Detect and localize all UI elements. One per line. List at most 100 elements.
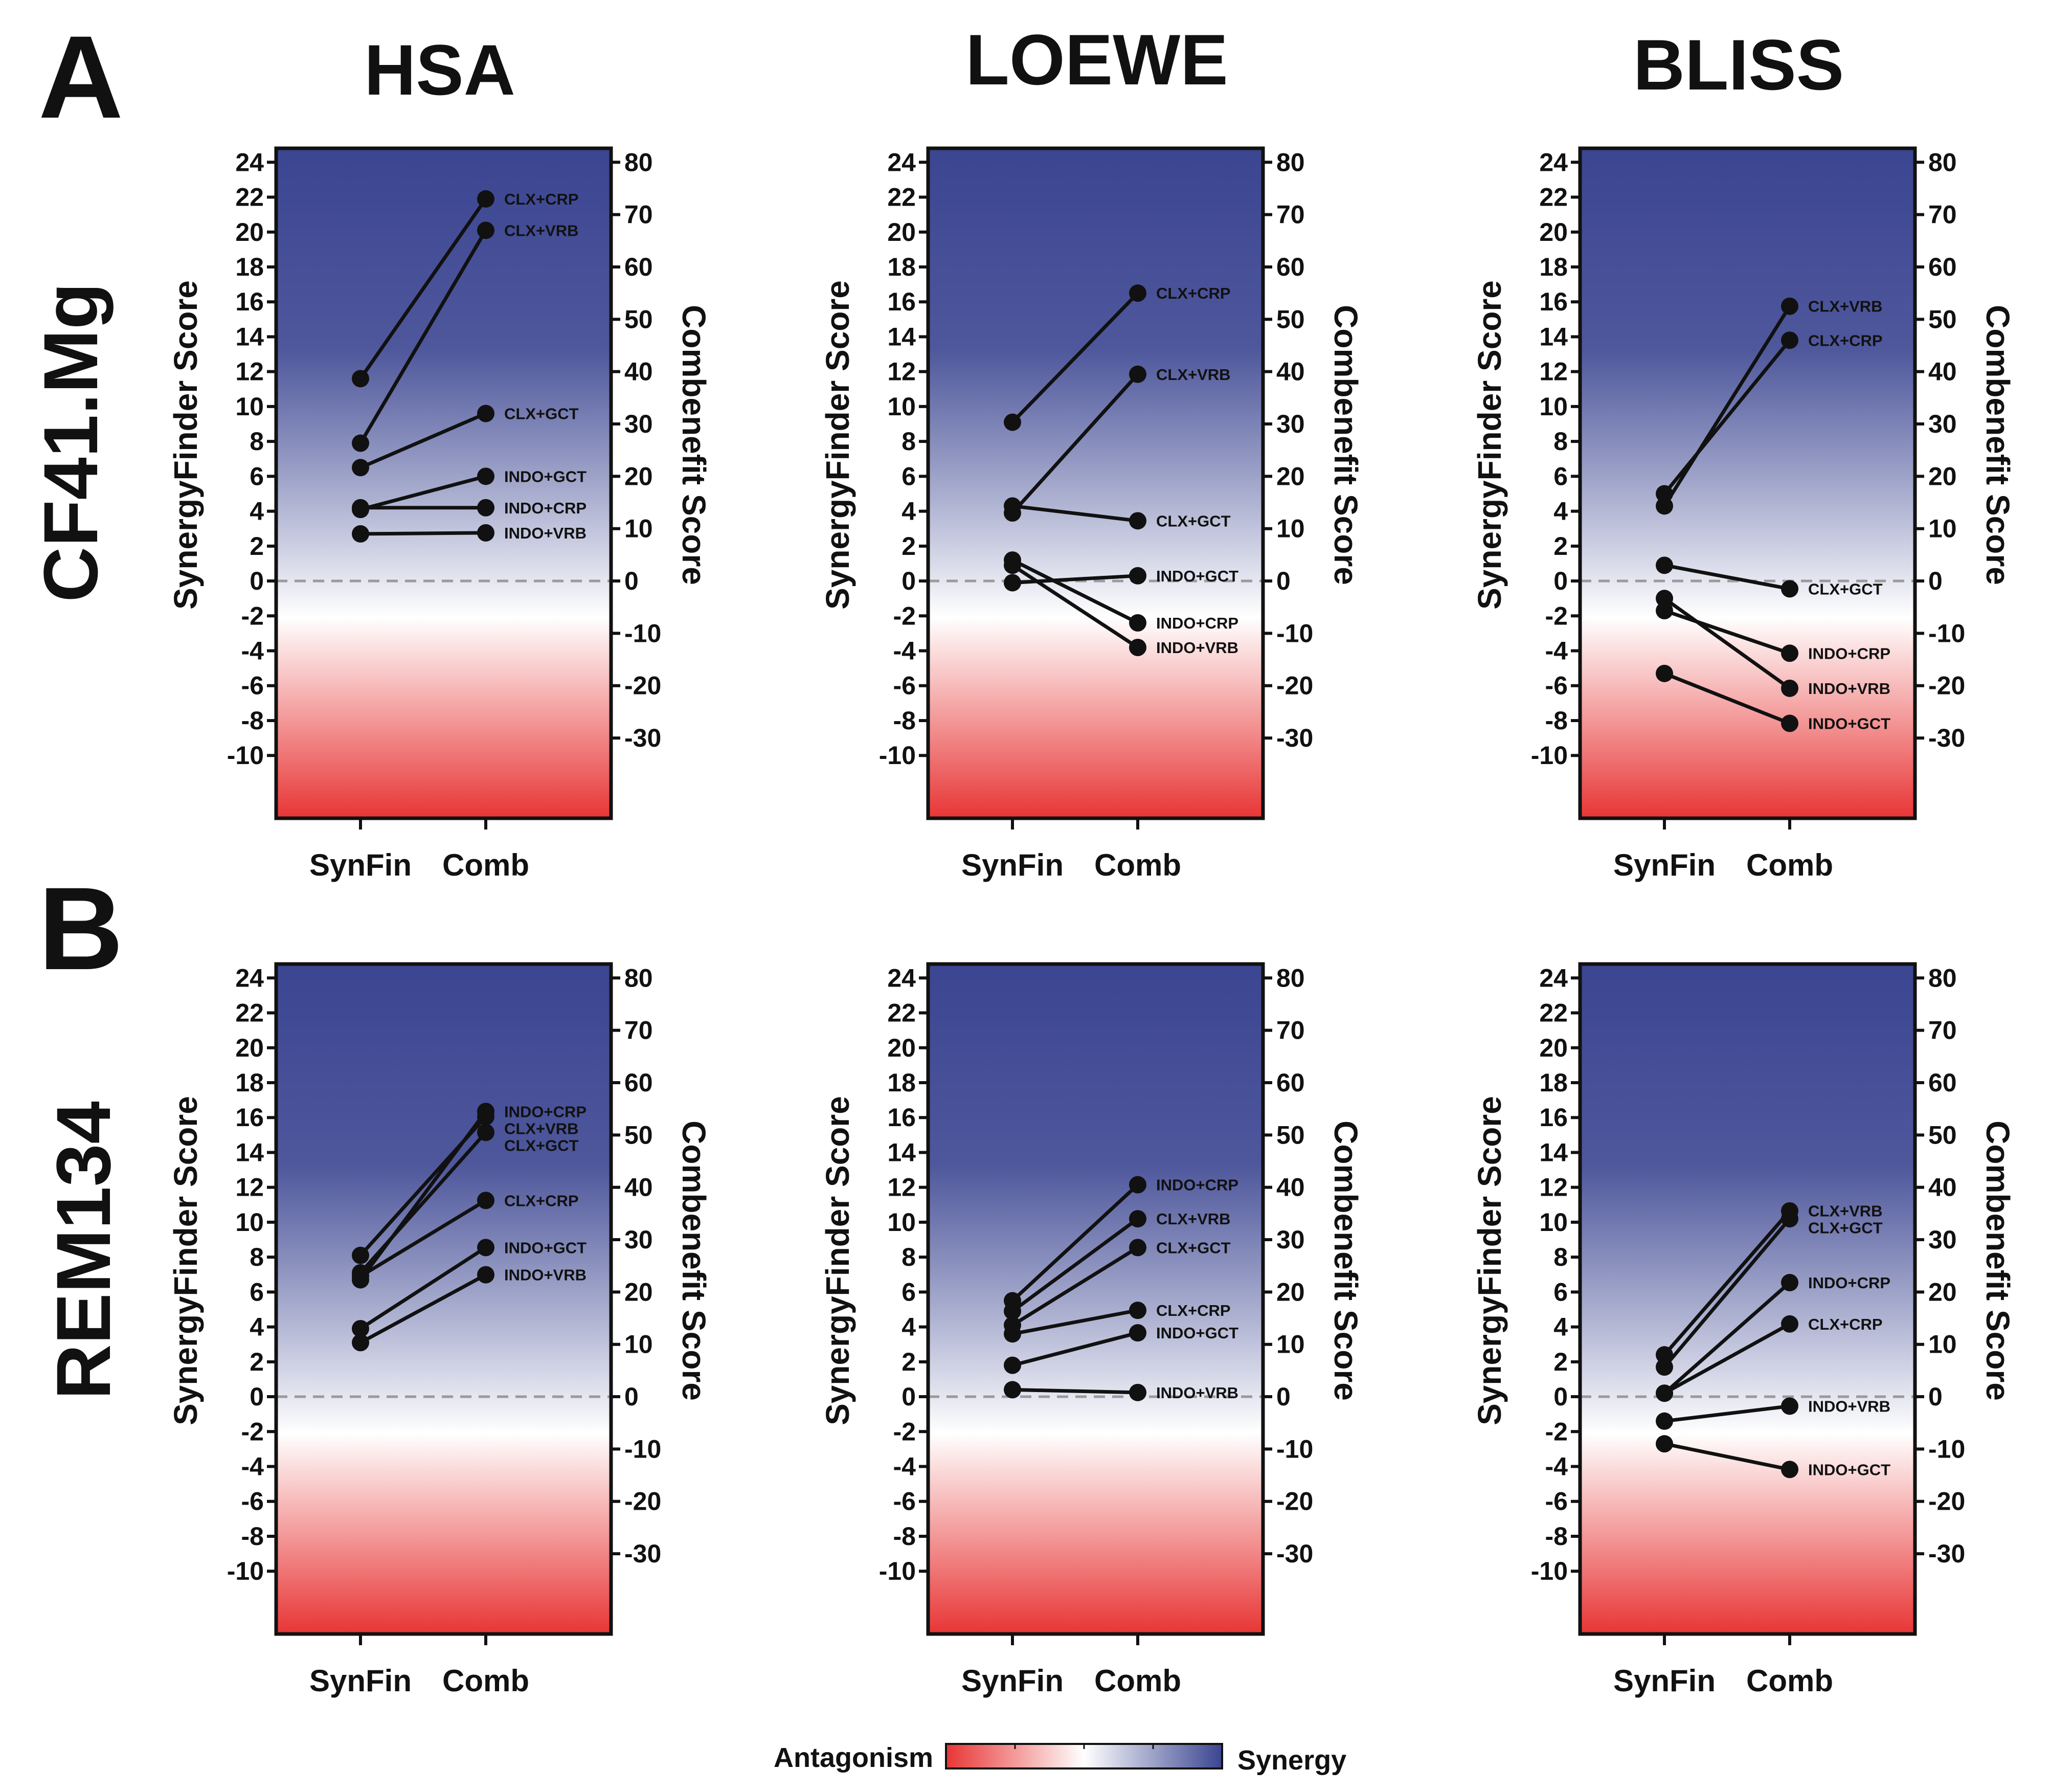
point-comb [1129,614,1146,632]
combo-label: INDO+CRP [1156,1176,1238,1194]
column-title-hsa: HSA [364,30,515,110]
x-tick-label: SynFin [309,1664,412,1698]
x-tick-label: Comb [1094,1664,1181,1698]
left-tick-label: 0 [901,1382,916,1411]
point-comb [1781,1315,1798,1333]
right-tick-label: 80 [624,148,653,176]
right-tick-label: 60 [1928,1068,1957,1097]
right-tick-label: 60 [1276,1068,1305,1097]
right-tick-label: 50 [624,1121,653,1149]
plot-frame [1578,962,1917,1636]
column-title-bliss: BLISS [1633,25,1844,105]
left-tick-label: 18 [235,1068,264,1097]
combo-label: CLX+GCT [1156,512,1231,530]
point-comb [1129,1210,1146,1228]
left-tick-label: 12 [887,1173,916,1202]
left-tick-label: 8 [250,1243,264,1271]
combo-label: INDO+GCT [504,467,587,485]
plot-frame [926,146,1265,820]
left-tick-label: -8 [893,1522,916,1551]
chart-panel-cf41mg-loewe: 242220181614121086420-2-4-6-8-1080706050… [819,146,1364,882]
combo-label: CLX+CRP [1808,331,1883,349]
point-comb [477,221,494,239]
x-tick-label: SynFin [1613,848,1716,882]
combo-label: INDO+GCT [1156,1324,1238,1342]
combo-label: INDO+VRB [504,524,587,542]
left-tick-label: 0 [250,567,264,595]
plot-frame [926,962,1265,1636]
series-line [1663,339,1791,495]
point-synfin [1656,1435,1673,1453]
right-tick-label: 10 [1276,514,1305,543]
series-line [359,1199,487,1278]
right-tick-label: 40 [1276,357,1305,386]
combo-label: INDO+CRP [504,499,587,517]
right-tick-label: 10 [1276,1330,1305,1359]
right-tick-label: 60 [624,1068,653,1097]
point-comb [477,1192,494,1209]
left-tick-label: -10 [227,1557,264,1585]
left-tick-label: -6 [1545,1487,1568,1516]
left-tick-label: -6 [893,1487,916,1516]
point-comb [1781,679,1798,697]
left-tick-label: 24 [887,148,916,176]
right-tick-label: 40 [1276,1173,1305,1202]
left-tick-label: 8 [1553,1243,1568,1271]
point-synfin [352,370,369,388]
left-tick-label: 4 [901,497,916,526]
point-synfin [1004,1325,1021,1343]
left-tick-label: 20 [887,1034,916,1062]
series-line [1011,292,1139,424]
left-tick-label: -4 [893,637,916,665]
left-tick-label: 14 [235,1138,264,1167]
point-comb [477,467,494,485]
series-line [1011,1246,1139,1327]
left-tick-label: 12 [887,357,916,386]
left-tick-label: 6 [250,462,264,490]
combo-label: CLX+GCT [504,405,579,423]
left-tick-label: 4 [250,1313,264,1341]
left-tick-label: 18 [887,1068,916,1097]
combo-label: CLX+GCT [1808,1219,1883,1237]
left-tick-label: -2 [1545,601,1568,630]
combo-label: INDO+CRP [1808,644,1890,662]
right-tick-label: 70 [1276,200,1305,229]
x-tick-label: Comb [442,1664,529,1698]
plot-frame [1578,146,1917,820]
point-synfin [1656,485,1673,503]
point-synfin [1004,413,1021,431]
left-tick-label: 14 [235,322,264,351]
series-line [1011,564,1139,649]
panel-letter-b: B [38,863,123,994]
left-tick-label: 18 [1539,1068,1568,1097]
left-tick-label: 16 [1539,287,1568,316]
combo-label: INDO+VRB [1808,1397,1890,1415]
point-comb [1129,1383,1146,1401]
combo-label: CLX+VRB [1808,298,1883,316]
series-line [1664,1442,1790,1471]
left-tick-label: 24 [1539,964,1568,992]
left-tick-label: 14 [1539,1138,1568,1167]
right-tick-label: 0 [624,1382,639,1411]
right-tick-label: 20 [624,462,653,490]
right-tick-label: 40 [1928,1173,1957,1202]
combo-label: CLX+VRB [1156,366,1231,384]
point-synfin [352,1319,369,1337]
left-tick-label: 0 [250,1382,264,1411]
left-tick-label: 22 [1539,183,1568,212]
point-synfin [1004,556,1021,574]
left-tick-label: -10 [1531,1557,1568,1585]
row-label-cf41mg: CF41.Mg [28,282,114,602]
left-tick-label: 24 [235,148,264,176]
right-tick-label: 20 [624,1278,653,1306]
y-axis-title: SynergyFinder Score [1471,1096,1508,1425]
right-tick-label: 30 [1928,410,1957,438]
left-tick-label: -6 [241,1487,264,1516]
combo-label: INDO+GCT [1808,714,1890,732]
left-tick-label: 6 [901,462,916,490]
point-comb [1781,1273,1798,1291]
left-tick-label: 4 [1553,1313,1568,1341]
point-comb [1129,567,1146,585]
combo-label: INDO+VRB [1156,1384,1238,1402]
